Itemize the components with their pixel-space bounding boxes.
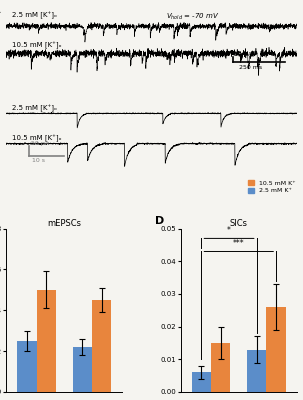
Text: 50 pA: 50 pA	[31, 141, 49, 146]
Title: SICs: SICs	[230, 219, 248, 228]
Text: *: *	[227, 226, 231, 235]
Text: ***: ***	[233, 239, 245, 248]
Text: V$_{hold}$ = -70 mV: V$_{hold}$ = -70 mV	[166, 12, 220, 22]
Bar	[211, 343, 231, 392]
Bar	[17, 341, 37, 392]
Text: 2.5 mM [K⁺]ₒ: 2.5 mM [K⁺]ₒ	[12, 12, 57, 19]
Bar	[37, 290, 56, 392]
Text: 10.5 mM [K⁺]ₒ: 10.5 mM [K⁺]ₒ	[12, 135, 62, 142]
Legend: 10.5 mM K⁺, 2.5 mM K⁺: 10.5 mM K⁺, 2.5 mM K⁺	[247, 179, 297, 195]
Bar	[266, 307, 286, 392]
Bar	[192, 372, 211, 392]
Bar	[247, 350, 266, 392]
Text: 2.5 mM [K⁺]ₒ: 2.5 mM [K⁺]ₒ	[12, 104, 57, 112]
Text: 10 pA: 10 pA	[235, 52, 252, 56]
Title: mEPSCs: mEPSCs	[47, 219, 81, 228]
Text: D: D	[155, 216, 164, 226]
Text: 10 s: 10 s	[32, 158, 45, 163]
Text: 250 ms: 250 ms	[239, 65, 262, 70]
Text: 10.5 mM [K⁺]ₒ: 10.5 mM [K⁺]ₒ	[12, 41, 62, 49]
Bar	[72, 347, 92, 392]
Bar	[92, 300, 111, 392]
